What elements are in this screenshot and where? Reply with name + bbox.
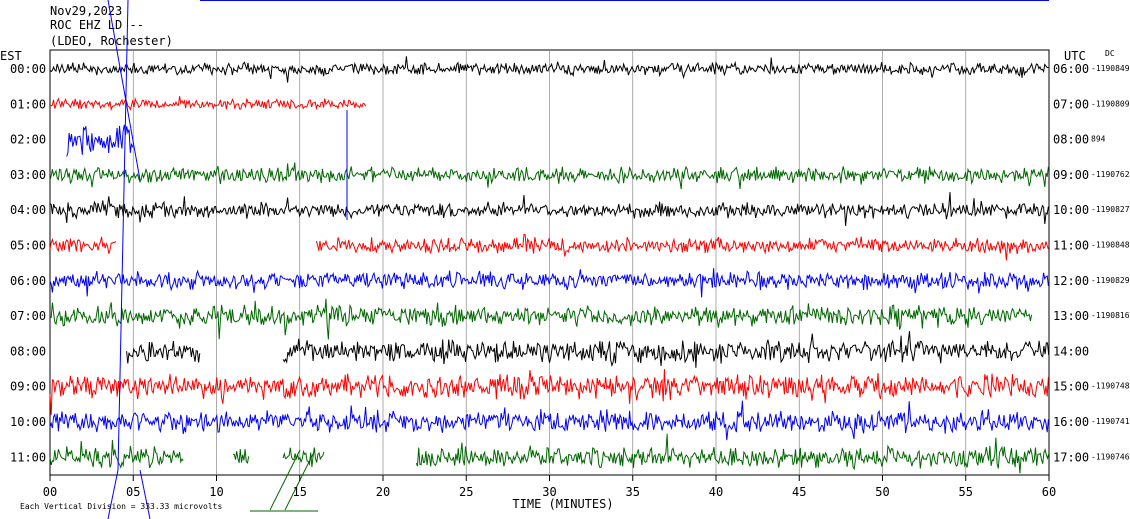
- trace-segment: [49, 236, 117, 254]
- off-scale-spike: [107, 469, 119, 519]
- utc-row-label: 10:00: [1053, 203, 1089, 217]
- est-row-label: 01:00: [10, 97, 46, 111]
- trace-segment: [415, 433, 1050, 474]
- trace-segment: [66, 124, 134, 157]
- utc-row-label: 08:00: [1053, 133, 1089, 147]
- est-row-label: 02:00: [10, 133, 46, 147]
- utc-row-label: 06:00: [1053, 62, 1089, 76]
- x-axis: 00 05 10 15 20 25 30 35 40 45 50 55 60: [43, 475, 1056, 499]
- x-tick-label: 35: [626, 485, 640, 499]
- x-tick-label: 25: [459, 485, 473, 499]
- trace-segment: [233, 449, 250, 464]
- utc-row-label: 15:00: [1053, 380, 1089, 394]
- station-label: ROC EHZ LD --: [50, 18, 144, 32]
- dc-offset-label: -1190816: [1091, 311, 1130, 320]
- est-row-label: 06:00: [10, 274, 46, 288]
- dc-offset-label: -1190848: [1091, 241, 1130, 250]
- trace-segment: [49, 268, 1049, 298]
- est-row-label: 00:00: [10, 62, 46, 76]
- dc-offset-label: -1190809: [1091, 99, 1130, 108]
- trace-segment: [315, 233, 1049, 261]
- dc-header-label: DC: [1105, 49, 1115, 58]
- est-row-label: 05:00: [10, 239, 46, 253]
- vertical-division-note: Each Vertical Division = 333.33 microvol…: [20, 502, 222, 511]
- utc-row-label: 13:00: [1053, 309, 1089, 323]
- network-label: (LDEO, Rochester): [50, 34, 173, 48]
- est-timezone-label: EST: [0, 49, 22, 63]
- off-scale-spike: [107, 0, 141, 181]
- x-axis-title: TIME (MINUTES): [512, 497, 613, 511]
- x-tick-label: 30: [542, 485, 556, 499]
- dc-offset-label: -1190741: [1091, 417, 1130, 426]
- trace-segment: [49, 400, 1049, 441]
- x-tick-label: 15: [293, 485, 307, 499]
- utc-row-label: 16:00: [1053, 415, 1089, 429]
- dc-offset-label: -1190762: [1091, 170, 1130, 179]
- trace-segment: [49, 192, 1049, 226]
- x-tick-label: 60: [1042, 485, 1056, 499]
- est-row-label: 03:00: [10, 168, 46, 182]
- utc-row-label: 17:00: [1053, 450, 1089, 464]
- trace-segment: [126, 341, 201, 364]
- x-tick-label: 45: [792, 485, 806, 499]
- trace-segment: [282, 331, 1050, 368]
- est-row-label: 04:00: [10, 203, 46, 217]
- x-tick-label: 40: [709, 485, 723, 499]
- utc-row-label: 14:00: [1053, 344, 1089, 358]
- off-scale-spike: [117, 0, 129, 471]
- utc-row-label: 11:00: [1053, 239, 1089, 253]
- x-tick-label: 05: [126, 485, 140, 499]
- off-scale-spike: [269, 449, 301, 511]
- dc-offset-label: -1190748: [1091, 382, 1130, 391]
- x-tick-label: 55: [959, 485, 973, 499]
- est-row-label: 08:00: [10, 344, 46, 358]
- off-scale-spike: [139, 469, 151, 519]
- dc-offset-label: -1190746: [1091, 452, 1130, 461]
- x-tick-label: 00: [43, 485, 57, 499]
- utc-row-label: 07:00: [1053, 97, 1089, 111]
- trace-segment: [49, 368, 1049, 416]
- x-tick-label: 10: [209, 485, 223, 499]
- date-label: Nov29,2023: [50, 4, 122, 18]
- est-row-label: 10:00: [10, 415, 46, 429]
- est-row-label: 11:00: [10, 450, 46, 464]
- trace-segment: [49, 56, 1049, 83]
- est-row-label: 07:00: [10, 309, 46, 323]
- trace-segment: [49, 298, 1033, 340]
- est-row-label: 09:00: [10, 380, 46, 394]
- utc-row-label: 09:00: [1053, 168, 1089, 182]
- trace-segment: [49, 162, 1049, 190]
- dc-offset-label: -1190827: [1091, 205, 1130, 214]
- trace-segment: [282, 447, 325, 467]
- x-tick-label: 20: [376, 485, 390, 499]
- trace-segment: [49, 96, 367, 112]
- x-tick-label: 50: [875, 485, 889, 499]
- dc-offset-label: -1190849: [1091, 64, 1130, 73]
- utc-row-label: 12:00: [1053, 274, 1089, 288]
- vertical-gridlines: [132, 50, 967, 475]
- trace-segment: [49, 439, 184, 469]
- dc-offset-label: -1190829: [1091, 276, 1130, 285]
- seismic-traces: [49, 0, 1050, 519]
- utc-timezone-label: UTC: [1064, 49, 1086, 63]
- dc-offset-label: 894: [1091, 135, 1106, 144]
